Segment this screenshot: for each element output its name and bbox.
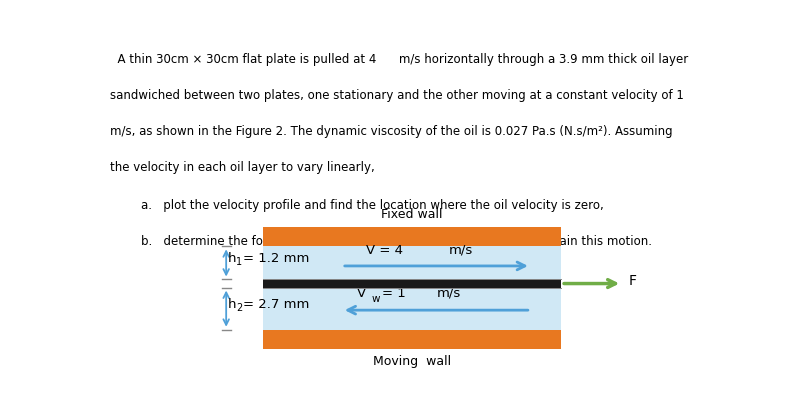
Text: Fixed wall: Fixed wall	[381, 208, 443, 221]
Bar	[263, 330, 561, 349]
Text: V = 4: V = 4	[366, 244, 403, 257]
Text: m/s: m/s	[436, 286, 461, 300]
Text: b.   determine the force that needs to be applied on the plate to maintain this : b. determine the force that needs to be …	[141, 235, 652, 248]
Text: = 1.2 mm: = 1.2 mm	[243, 252, 310, 265]
Text: 1: 1	[236, 257, 242, 267]
Text: F: F	[628, 274, 636, 288]
Text: m/s: m/s	[449, 244, 472, 257]
Text: A thin 30cm × 30cm flat plate is pulled at 4      m/s horizontally through a 3.9: A thin 30cm × 30cm flat plate is pulled …	[110, 53, 689, 65]
Text: w: w	[371, 294, 380, 304]
Text: h: h	[227, 252, 236, 265]
Text: Moving  wall: Moving wall	[373, 355, 451, 368]
Text: m/s, as shown in the Figure 2. The dynamic viscosity of the oil is 0.027 Pa.s (N: m/s, as shown in the Figure 2. The dynam…	[110, 125, 673, 138]
Bar	[263, 279, 561, 288]
Text: a.   plot the velocity profile and find the location where the oil velocity is z: a. plot the velocity profile and find th…	[141, 199, 604, 212]
Text: sandwiched between two plates, one stationary and the other moving at a constant: sandwiched between two plates, one stati…	[110, 89, 685, 102]
Text: V: V	[357, 286, 366, 300]
Bar	[263, 227, 561, 247]
Text: = 1: = 1	[381, 286, 406, 300]
Bar	[263, 247, 561, 279]
Text: 2: 2	[236, 303, 242, 313]
Text: = 2.7 mm: = 2.7 mm	[243, 298, 310, 311]
Bar	[263, 288, 561, 330]
Text: the velocity in each oil layer to vary linearly,: the velocity in each oil layer to vary l…	[110, 161, 375, 174]
Text: h: h	[227, 298, 236, 311]
